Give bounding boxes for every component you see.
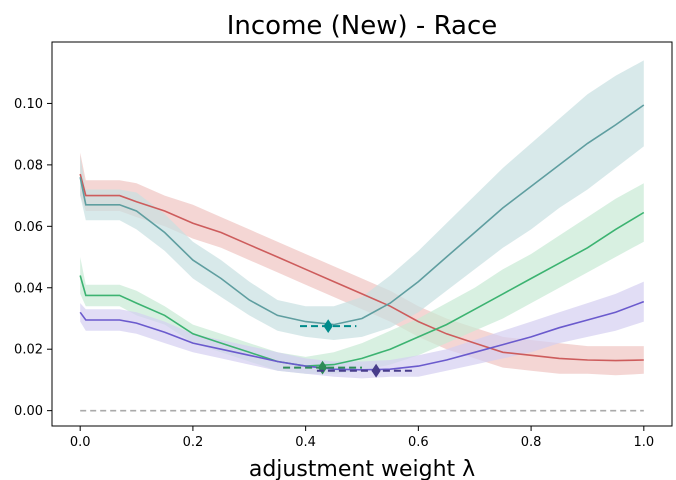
y-tick-label: 0.10: [14, 97, 43, 112]
x-tick-label: 1.0: [633, 435, 654, 450]
chart-title: Income (New) - Race: [227, 11, 498, 41]
series-line-4: [79, 300, 645, 371]
x-tick-label: 0.8: [521, 435, 542, 450]
plot-area: [79, 60, 645, 412]
x-tick-label: 0.6: [408, 435, 429, 450]
y-tick-label: 0.02: [14, 343, 43, 358]
series-line-3: [79, 211, 645, 367]
y-axis-ticks: 0.00 0.02 0.04 0.06 0.08 0.10: [14, 97, 52, 419]
confidence-band-2: [80, 60, 644, 341]
series-line-2: [79, 104, 645, 326]
y-tick-label: 0.00: [14, 404, 43, 419]
x-axis-ticks: 0.0 0.2 0.4 0.6 0.8 1.0: [70, 426, 654, 450]
x-tick-label: 0.2: [183, 435, 204, 450]
y-tick-label: 0.06: [14, 220, 43, 235]
x-tick-label: 0.0: [70, 435, 91, 450]
y-tick-label: 0.08: [14, 158, 43, 173]
series-line-1: [79, 173, 644, 362]
minimum-marker-1: [323, 319, 333, 334]
axes-frame: [51, 41, 673, 427]
x-tick-label: 0.4: [295, 435, 316, 450]
x-axis-label: adjustment weight λ: [249, 457, 475, 480]
confidence-band-1: [80, 152, 644, 376]
confidence-band-4: [80, 281, 644, 379]
minimum-marker-3: [371, 363, 381, 378]
y-tick-label: 0.04: [14, 281, 43, 296]
